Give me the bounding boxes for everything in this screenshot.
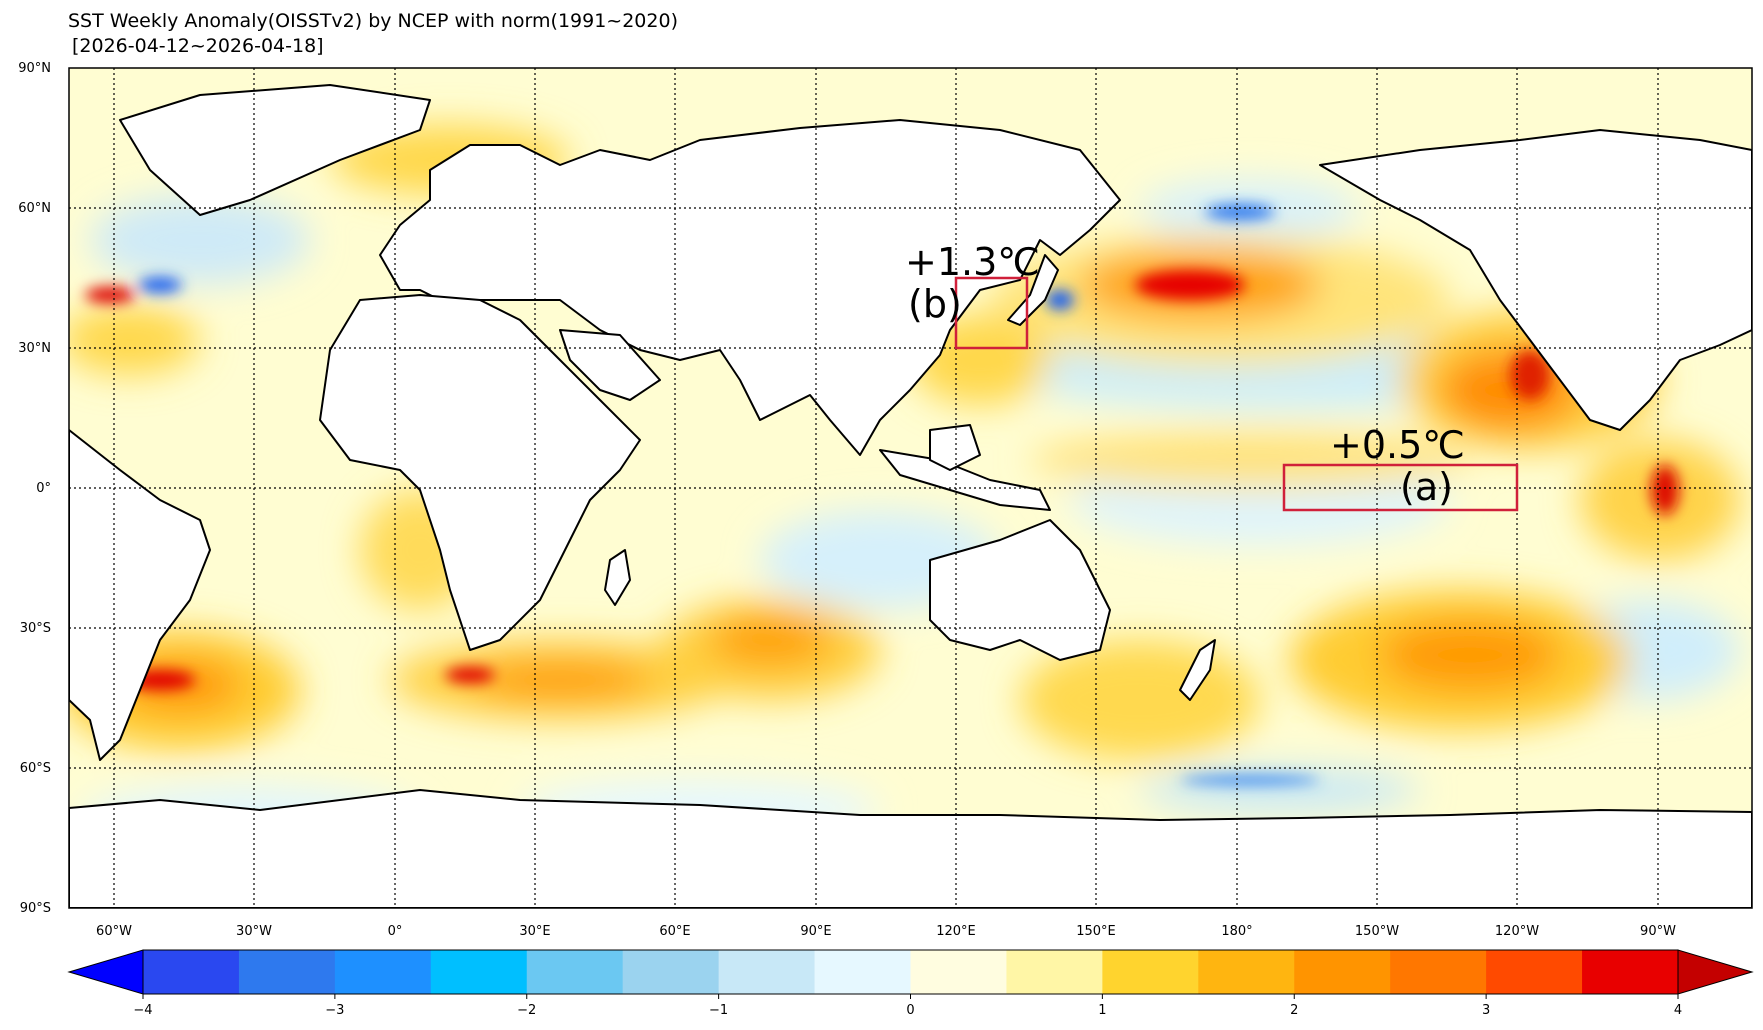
madagascar-land <box>604 549 631 606</box>
colorbar-bin <box>526 950 624 994</box>
australia-land <box>929 519 1111 661</box>
hotspot <box>1135 270 1245 300</box>
new-zealand-land <box>1179 639 1216 701</box>
colorbar-bin <box>1390 950 1487 994</box>
region-b-value: +1.3℃ <box>905 240 1040 284</box>
colorbar-max-arrow <box>1677 949 1754 995</box>
hotspot <box>85 287 135 303</box>
hotspot <box>138 277 182 293</box>
warm-anomaly-core <box>1380 620 1560 690</box>
colorbar-bin <box>1198 950 1295 994</box>
graticule <box>69 68 1752 908</box>
lon-label-150e: 150°E <box>1076 924 1116 939</box>
map-frame <box>68 67 1753 909</box>
warm-anomaly-patch <box>1030 432 1470 488</box>
colorbar: −4 −3 −2 −1 0 1 2 3 4 <box>67 949 1754 1018</box>
hotspot <box>445 667 495 683</box>
colorbar-bins <box>143 950 1679 994</box>
warm-anomaly-core <box>710 615 830 665</box>
hotspot <box>1205 204 1275 220</box>
lon-label-90e: 90°E <box>800 924 831 939</box>
colorbar-bin <box>238 950 336 994</box>
lon-label-120w: 120°W <box>1495 924 1539 939</box>
colorbar-bin <box>143 950 240 994</box>
colorbar-tick-label: 1 <box>1098 1003 1106 1018</box>
borneo-land <box>929 424 981 471</box>
lat-label-30s: 30°S <box>20 621 51 636</box>
hotspot <box>1046 290 1074 310</box>
hotspot <box>1651 465 1679 515</box>
colorbar-tick-label: 4 <box>1674 1003 1682 1018</box>
region-b-box <box>954 276 1029 350</box>
colorbar-bin <box>718 950 816 994</box>
hotspot <box>1180 775 1320 785</box>
colorbar-ticks: −4 −3 −2 −1 0 1 2 3 4 <box>133 994 1682 1018</box>
colorbar-bin <box>1294 950 1391 994</box>
lon-label-60w: 60°W <box>96 924 132 939</box>
colorbar-tick-label: 0 <box>906 1003 914 1018</box>
lon-label-180: 180° <box>1221 924 1252 939</box>
lat-label-60n: 60°N <box>18 201 51 216</box>
japan-land <box>1007 254 1059 326</box>
colorbar-bin <box>1582 950 1679 994</box>
land-masses <box>69 84 1752 908</box>
colorbar-bin <box>814 950 912 994</box>
lat-label-90s: 90°S <box>20 901 51 916</box>
south-america-land <box>69 429 211 761</box>
colorbar-tick-label: −4 <box>133 1003 152 1018</box>
region-a-label: (a) <box>1400 465 1453 509</box>
anomaly-hotspots <box>85 204 1679 785</box>
lat-label-0: 0° <box>36 481 51 496</box>
colorbar-tick-label: 2 <box>1290 1003 1298 1018</box>
lat-label-90n: 90°N <box>18 61 51 76</box>
warm-anomaly-core <box>470 662 650 698</box>
africa-land <box>319 294 641 651</box>
region-a-value: +0.5℃ <box>1330 423 1465 467</box>
greenland-land <box>119 84 431 216</box>
region-b-label: (b) <box>908 282 962 326</box>
north-america-land <box>1319 129 1752 431</box>
region-a-box <box>1282 463 1519 512</box>
lat-label-60s: 60°S <box>20 761 51 776</box>
colorbar-bin <box>430 950 528 994</box>
cool-anomaly-patch <box>90 195 310 285</box>
lon-label-150w: 150°W <box>1355 924 1399 939</box>
cool-anomaly-patch <box>1140 768 1420 812</box>
antarctica-land <box>69 789 1752 908</box>
lat-label-30n: 30°N <box>18 341 51 356</box>
colorbar-tick-label: −1 <box>709 1003 728 1018</box>
lon-label-60e: 60°E <box>659 924 690 939</box>
colorbar-bin <box>1102 950 1199 994</box>
colorbar-bin <box>1486 950 1583 994</box>
latitude-labels: 90°N 60°N 30°N 0° 30°S 60°S 90°S <box>18 61 51 916</box>
colorbar-tick-label: 3 <box>1482 1003 1490 1018</box>
lon-label-30e: 30°E <box>519 924 550 939</box>
lon-label-90w: 90°W <box>1640 924 1676 939</box>
colorbar-bin <box>334 950 432 994</box>
colorbar-bin <box>910 950 1008 994</box>
hotspot <box>1510 350 1550 400</box>
longitude-labels: 60°W 30°W 0° 30°E 60°E 90°E 120°E 150°E … <box>96 924 1676 939</box>
lon-label-120e: 120°E <box>936 924 976 939</box>
colorbar-min-arrow <box>67 949 144 995</box>
colorbar-tick-label: −3 <box>325 1003 344 1018</box>
lon-label-30w: 30°W <box>236 924 272 939</box>
warm-anomaly-patch <box>69 305 200 375</box>
lon-label-0: 0° <box>388 924 403 939</box>
colorbar-bin <box>622 950 720 994</box>
colorbar-bin <box>1006 950 1103 994</box>
colorbar-tick-label: −2 <box>517 1003 536 1018</box>
map-title: SST Weekly Anomaly(OISSTv2) by NCEP with… <box>68 10 678 32</box>
map-period: [2026-04-12~2026-04-18] <box>72 35 324 57</box>
